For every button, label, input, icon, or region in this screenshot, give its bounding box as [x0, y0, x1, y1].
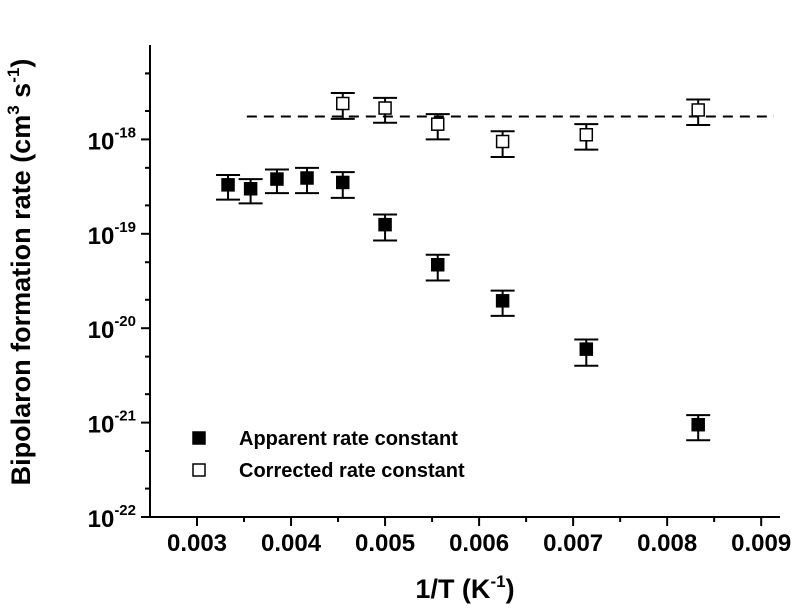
data-point	[430, 117, 445, 131]
x-tick-label: 0.005	[355, 530, 415, 557]
y-tick-base: 10	[88, 128, 115, 155]
y-tick-label: 10-21	[88, 408, 136, 439]
data-point	[495, 134, 510, 149]
y-tick-exponent: -21	[114, 408, 136, 425]
x-axis-ticks: 0.003 0.004 0.005 0.006 0.007 0.008 0.009	[167, 517, 791, 557]
data-point	[495, 294, 510, 308]
y-tick-exponent: -18	[114, 124, 136, 141]
series-corrected	[330, 92, 711, 159]
y-axis-title-end: )	[6, 59, 36, 68]
data-point	[378, 101, 392, 115]
y-axis-title-main: Bipolaron formation rate (cm	[6, 115, 36, 486]
x-tick-label: 0.009	[731, 530, 791, 557]
y-axis-title: Bipolaron formation rate (cm3 s-1)	[4, 59, 36, 486]
x-tick-label: 0.006	[449, 530, 509, 557]
data-point	[221, 178, 235, 192]
data-point	[378, 217, 392, 232]
x-tick-label: 0.003	[167, 530, 227, 557]
y-tick-exponent: -19	[114, 219, 136, 236]
x-tick-label: 0.008	[637, 530, 697, 557]
data-point	[336, 96, 350, 111]
x-axis-title: 1/T (K-1)	[415, 572, 514, 604]
data-point	[579, 342, 594, 356]
data-point	[691, 103, 705, 117]
y-axis-title-sup2: -1	[4, 68, 23, 83]
x-tick-label: 0.007	[543, 530, 603, 557]
legend-label-apparent: Apparent rate constant	[239, 428, 458, 450]
data-point	[430, 258, 445, 272]
y-tick-exponent: -22	[114, 502, 136, 519]
y-tick-label: 10-19	[88, 219, 136, 250]
axes	[149, 45, 780, 518]
data-point	[691, 417, 705, 432]
x-tick-label: 0.004	[261, 530, 322, 557]
legend: Apparent rate constant Corrected rate co…	[192, 428, 465, 482]
series-apparent	[216, 166, 711, 442]
series-layer	[216, 92, 711, 442]
data-point	[336, 175, 350, 190]
data-point	[270, 172, 284, 186]
y-tick-label: 10-20	[88, 313, 136, 344]
y-axis-title-mid: s	[6, 83, 36, 106]
y-tick-label: 10-18	[88, 124, 136, 155]
data-point	[579, 128, 594, 142]
y-axis-title-sup1: 3	[4, 105, 23, 114]
legend-label-corrected: Corrected rate constant	[239, 460, 465, 482]
legend-marker-apparent	[192, 431, 206, 445]
x-axis-title-main: 1/T (K	[415, 574, 491, 604]
y-tick-label: 10-22	[88, 502, 136, 533]
data-point	[300, 171, 314, 185]
x-axis-title-end: )	[506, 574, 515, 604]
y-tick-base: 10	[88, 506, 115, 533]
x-axis-title-sup: -1	[490, 572, 505, 591]
y-tick-base: 10	[88, 412, 115, 439]
data-point	[243, 182, 258, 196]
y-tick-base: 10	[88, 223, 115, 250]
y-tick-base: 10	[88, 317, 115, 344]
legend-marker-corrected	[192, 463, 206, 477]
y-tick-exponent: -20	[114, 313, 136, 330]
